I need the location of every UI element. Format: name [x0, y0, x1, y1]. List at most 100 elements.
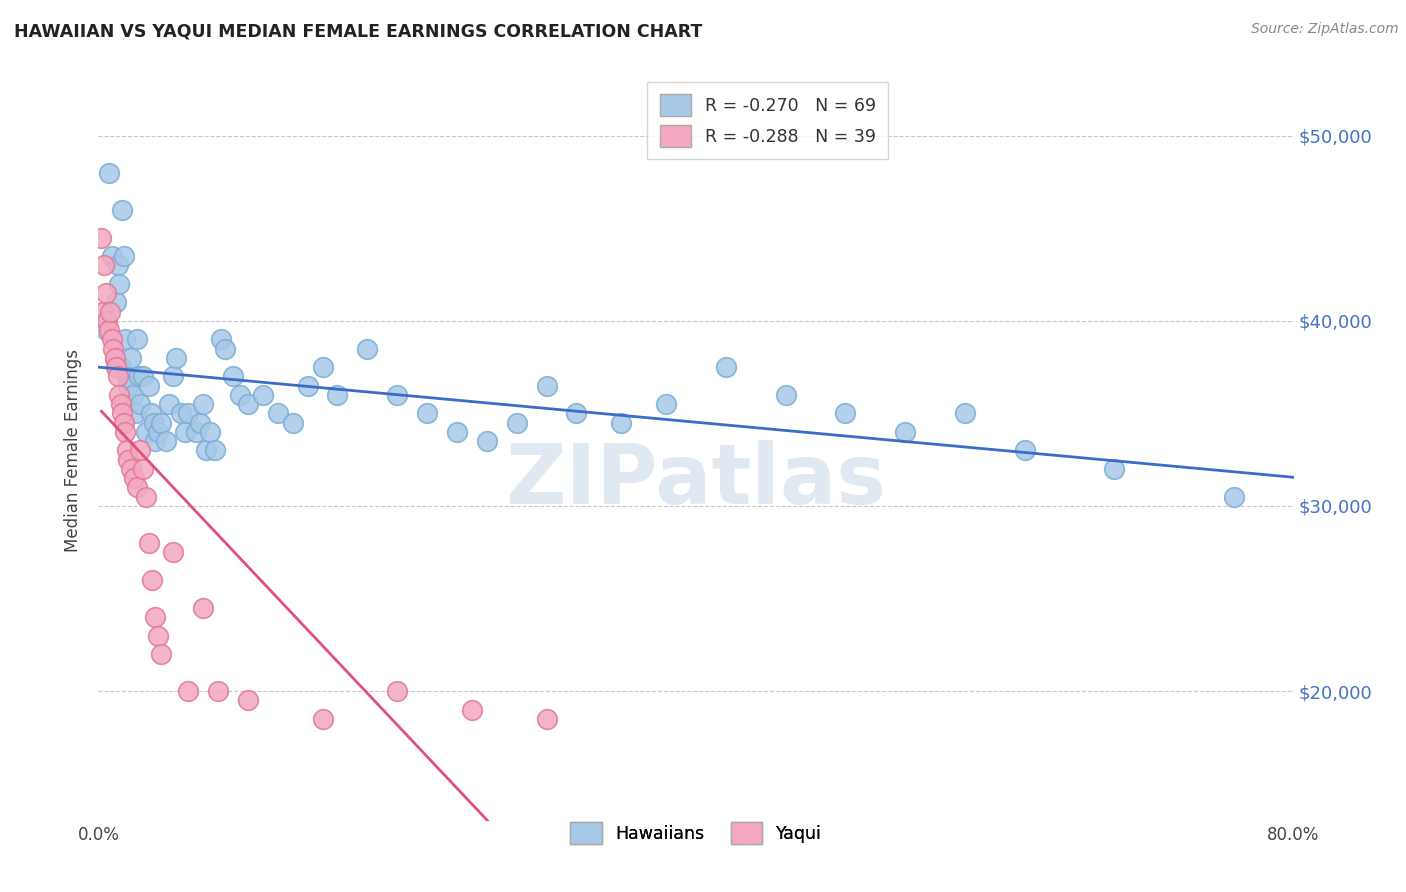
Point [155, 434, 177, 449]
Point [90, 230, 112, 244]
Point [1223, 490, 1246, 504]
Point [209, 333, 232, 347]
Point [281, 416, 304, 430]
Point [108, 388, 131, 402]
Point [162, 545, 184, 559]
Point [169, 407, 191, 421]
Point [236, 397, 259, 411]
Point [112, 416, 135, 430]
Point [96, 314, 118, 328]
Point [115, 443, 138, 458]
Point [1014, 443, 1036, 458]
Point [124, 471, 146, 485]
Point [111, 202, 134, 217]
Point [655, 397, 678, 411]
Point [150, 416, 173, 430]
Point [148, 628, 170, 642]
Point [834, 407, 856, 421]
Point [446, 425, 468, 439]
Point [110, 360, 132, 375]
Point [236, 693, 259, 707]
Point [311, 360, 333, 375]
Point [188, 416, 211, 430]
Point [98, 304, 122, 318]
Point [222, 369, 245, 384]
Point [104, 351, 127, 365]
Point [610, 416, 633, 430]
Point [174, 425, 197, 439]
Point [150, 647, 173, 661]
Point [112, 249, 135, 263]
Point [105, 295, 128, 310]
Point [101, 249, 124, 263]
Point [204, 443, 226, 458]
Point [114, 425, 136, 439]
Point [125, 407, 148, 421]
Point [110, 397, 132, 411]
Point [127, 333, 149, 347]
Point [385, 388, 409, 402]
Point [200, 425, 222, 439]
Point [138, 378, 160, 392]
Point [120, 351, 142, 365]
Point [506, 416, 529, 430]
Point [177, 684, 200, 698]
Point [177, 407, 200, 421]
Point [894, 425, 917, 439]
Point [97, 323, 120, 337]
Text: Source: ZipAtlas.com: Source: ZipAtlas.com [1251, 22, 1399, 37]
Point [252, 388, 274, 402]
Point [115, 369, 138, 384]
Point [142, 416, 165, 430]
Point [165, 351, 187, 365]
Text: ZIPatlas: ZIPatlas [506, 440, 886, 521]
Point [536, 378, 558, 392]
Point [162, 369, 184, 384]
Point [127, 481, 149, 495]
Point [229, 388, 252, 402]
Point [297, 378, 319, 392]
Point [121, 388, 143, 402]
Point [195, 443, 218, 458]
Point [135, 425, 157, 439]
Point [114, 333, 136, 347]
Point [138, 536, 160, 550]
Point [108, 277, 131, 291]
Point [105, 360, 128, 375]
Point [104, 351, 127, 365]
Point [184, 425, 207, 439]
Legend: Hawaiians, Yaqui: Hawaiians, Yaqui [561, 813, 831, 853]
Point [565, 407, 588, 421]
Point [385, 684, 409, 698]
Point [214, 342, 236, 356]
Point [94, 323, 117, 337]
Point [953, 407, 976, 421]
Point [475, 434, 498, 449]
Point [148, 425, 170, 439]
Point [139, 407, 162, 421]
Point [536, 712, 558, 726]
Point [356, 342, 378, 356]
Point [461, 703, 484, 717]
Point [416, 407, 439, 421]
Point [117, 452, 139, 467]
Text: HAWAIIAN VS YAQUI MEDIAN FEMALE EARNINGS CORRELATION CHART: HAWAIIAN VS YAQUI MEDIAN FEMALE EARNINGS… [14, 22, 703, 40]
Point [111, 407, 134, 421]
Point [191, 600, 214, 615]
Point [91, 304, 114, 318]
Point [311, 712, 333, 726]
Point [191, 397, 214, 411]
Point [267, 407, 290, 421]
Point [141, 573, 163, 587]
Point [128, 369, 150, 384]
Point [143, 434, 166, 449]
Y-axis label: Median Female Earnings: Median Female Earnings [65, 349, 83, 552]
Point [775, 388, 797, 402]
Point [132, 462, 155, 476]
Point [129, 443, 152, 458]
Point [107, 259, 129, 273]
Point [94, 286, 117, 301]
Point [117, 378, 139, 392]
Point [103, 342, 125, 356]
Point [101, 333, 124, 347]
